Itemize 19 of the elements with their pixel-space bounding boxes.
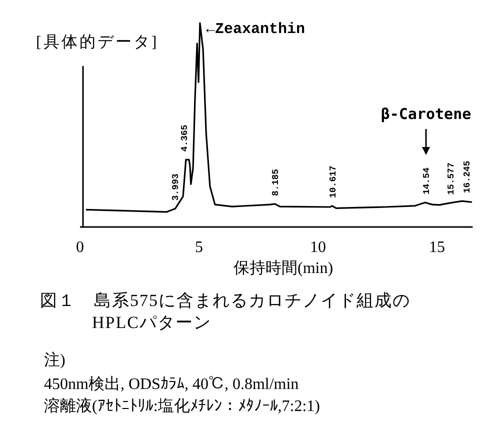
annotation: 16.245 bbox=[462, 160, 473, 194]
annotation: 3.993 bbox=[171, 174, 182, 201]
annotation: 8.185 bbox=[270, 168, 281, 196]
x-tick-label: 10 bbox=[310, 239, 326, 256]
x-tick-label: 15 bbox=[429, 239, 445, 256]
x-axis-title: 保持時間(min) bbox=[234, 258, 334, 279]
x-tick-label: 5 bbox=[195, 239, 203, 256]
caption: 図１ 島系575に含まれるカロチノイド組成のHPLCパターン bbox=[40, 290, 412, 334]
text: 溶離液(ｱｾﾄﾆﾄﾘﾙ:塩化ﾒﾁﾚﾝ：ﾒﾀﾉｰﾙ,7:2:1) bbox=[44, 396, 320, 417]
annotation: ←Zeaxanthin bbox=[206, 21, 305, 38]
text: [具体的データ] bbox=[36, 33, 159, 53]
text: 注) bbox=[44, 350, 66, 371]
annotation: 10.617 bbox=[328, 166, 339, 198]
text: 450nm検出, ODSｶﾗﾑ, 40℃, 0.8ml/min bbox=[44, 374, 299, 395]
annotation: β-Carotene bbox=[380, 105, 472, 123]
annotation: 4.365 bbox=[180, 124, 190, 152]
annotation: 15.577 bbox=[446, 162, 457, 195]
x-tick-label: 0 bbox=[76, 239, 84, 256]
annotation: 14.54 bbox=[422, 166, 432, 195]
